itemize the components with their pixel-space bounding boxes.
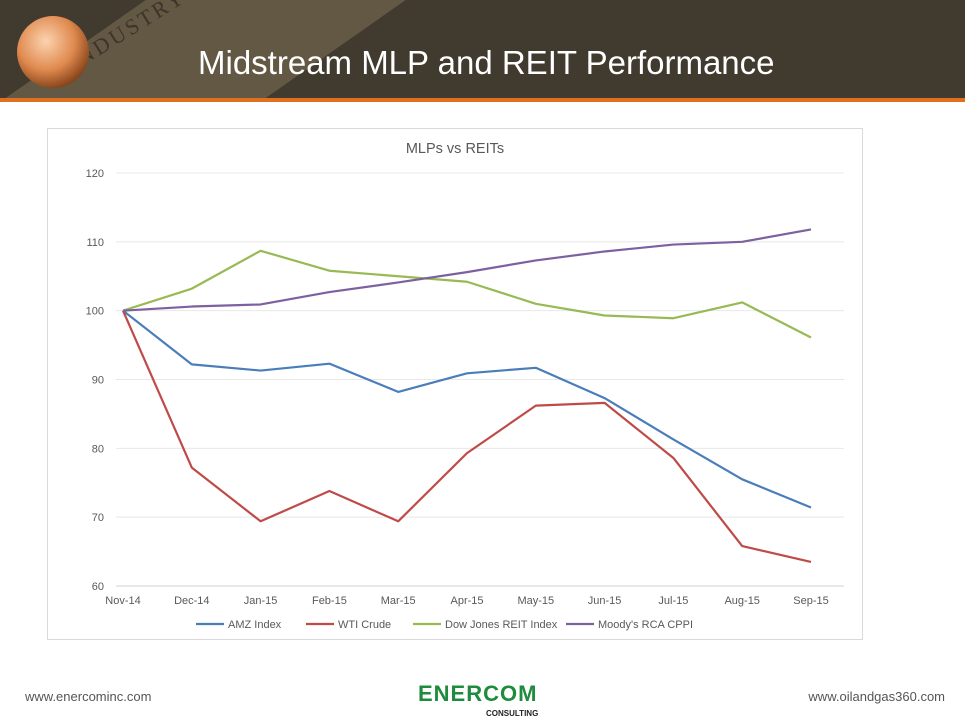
x-tick-label: Sep-15: [793, 595, 828, 607]
series-line-wti-crude: [121, 310, 812, 563]
footer-right-url[interactable]: www.oilandgas360.com: [808, 689, 945, 704]
footer-left-url[interactable]: www.enercominc.com: [25, 689, 152, 704]
y-tick-label: 60: [92, 581, 104, 593]
x-tick-label: Jun-15: [588, 595, 622, 607]
y-tick-label: 90: [92, 375, 104, 387]
y-tick-label: 100: [86, 306, 104, 318]
chart-title: MLPs vs REITs: [405, 141, 505, 157]
x-tick-label: Jan-15: [244, 595, 278, 607]
x-tick-label: Nov-14: [105, 595, 140, 607]
legend-label: Moody's RCA CPPI: [598, 619, 693, 631]
x-tick-label: May-15: [517, 595, 554, 607]
x-tick-label: Mar-15: [381, 595, 416, 607]
series-line-amz-index: [122, 309, 812, 509]
x-tick-label: Jul-15: [658, 595, 688, 607]
legend-label: AMZ Index: [228, 619, 282, 631]
y-tick-label: 80: [92, 443, 104, 455]
y-tick-label: 120: [86, 168, 104, 180]
x-tick-label: Dec-14: [174, 595, 209, 607]
x-tick-label: Apr-15: [450, 595, 483, 607]
slide-header: INDUSTRY Midstream MLP and REIT Performa…: [0, 0, 965, 98]
slide-title: Midstream MLP and REIT Performance: [198, 44, 775, 81]
x-tick-label: Feb-15: [312, 595, 347, 607]
header-accent-rule: [0, 98, 965, 102]
logo-subtext: CONSULTING: [486, 709, 539, 718]
x-tick-label: Aug-15: [724, 595, 759, 607]
chart: MLPs vs REITs 60 70 80 90 100 110 120 Nov-14 Dec…: [47, 128, 863, 640]
legend-label: Dow Jones REIT Index: [445, 619, 558, 631]
legend-label: WTI Crude: [338, 619, 391, 631]
y-tick-label: 110: [86, 237, 104, 249]
enercom-orb-logo-icon: [17, 16, 89, 88]
series-line-dow-jones-reit-index: [122, 249, 812, 339]
chart-plot: 60 70 80 90 100 110 120 Nov-14 Dec-14 Jan-15 Feb-1…: [86, 168, 844, 631]
logo-text: ENERCOM: [418, 681, 538, 706]
series-line-moody-s-rca-cppi: [122, 228, 812, 312]
y-tick-label: 70: [92, 512, 104, 524]
enercom-consulting-logo: ENERCOM CONSULTING: [418, 682, 558, 722]
